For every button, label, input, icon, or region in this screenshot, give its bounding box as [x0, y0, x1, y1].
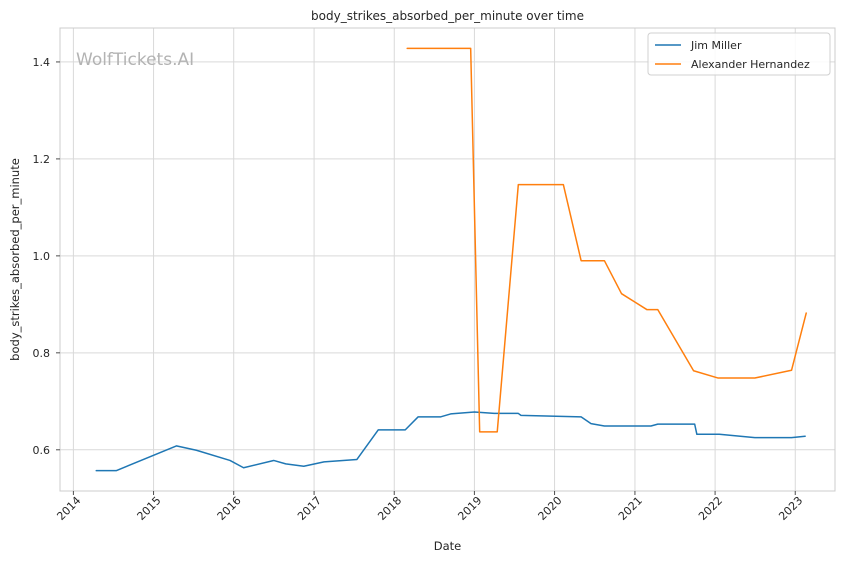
y-tick-label: 1.0: [33, 250, 51, 263]
legend-box: [647, 32, 831, 76]
y-axis-ticks: 0.6 0.8 1.0 1.2 1.4: [33, 56, 60, 457]
series-lines: [95, 47, 807, 472]
y-axis-title: body_strikes_absorbed_per_minute: [8, 158, 22, 361]
y-tick-label: 0.6: [33, 444, 51, 457]
legend-label: Alexander Hernandez: [691, 58, 810, 71]
legend-label: Jim Miller: [690, 39, 742, 52]
y-tick-label: 1.2: [33, 153, 51, 166]
legend: Jim Miller Alexander Hernandez: [647, 32, 831, 76]
y-tick-label: 1.4: [33, 56, 51, 69]
plot-frame: [59, 27, 836, 492]
series-line-2: [406, 47, 807, 433]
chart-title: body_strikes_absorbed_per_minute over ti…: [311, 9, 584, 23]
series-line-1: [95, 411, 806, 472]
x-axis-title: Date: [434, 539, 462, 553]
grid: [60, 28, 835, 491]
y-tick-label: 0.8: [33, 347, 51, 360]
watermark: WolfTickets.AI: [76, 50, 194, 70]
